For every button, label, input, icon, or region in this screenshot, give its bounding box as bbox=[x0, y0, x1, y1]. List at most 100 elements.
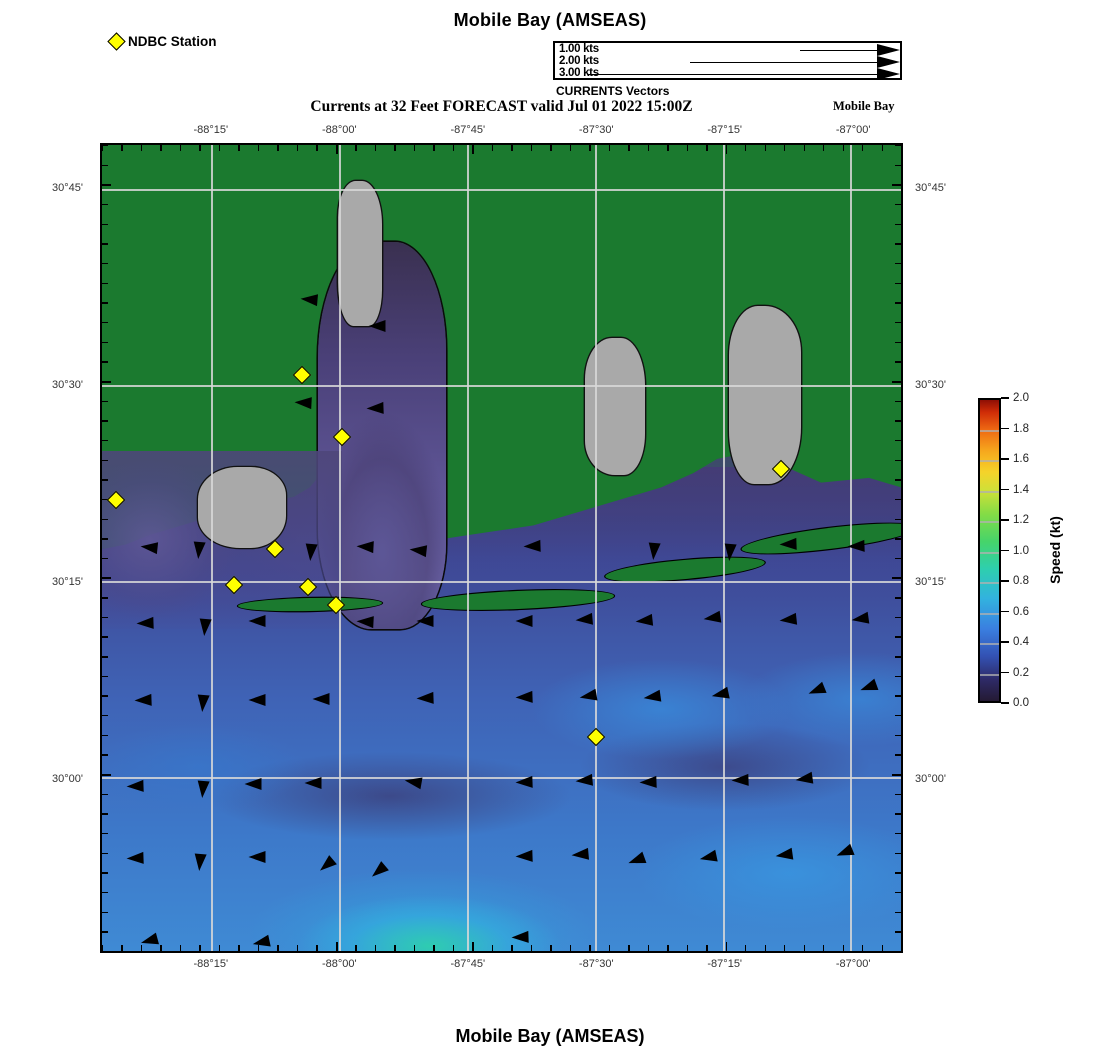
current-vector-arrow bbox=[303, 543, 318, 562]
x-axis-tick bbox=[433, 145, 435, 151]
colorbar-tick bbox=[1001, 427, 1009, 430]
x-axis-tick-label: -87°15' bbox=[707, 124, 743, 136]
colorbar-tick bbox=[1001, 549, 1009, 552]
pensacola-bay-masked-layer bbox=[729, 306, 802, 484]
y-axis-tick bbox=[102, 439, 108, 442]
yellow-diamond-icon bbox=[107, 32, 126, 51]
y-axis-tick bbox=[102, 518, 108, 520]
x-axis-tick bbox=[608, 145, 611, 151]
current-vector-arrow bbox=[571, 848, 590, 862]
y-axis-tick bbox=[895, 479, 901, 481]
x-axis-tick bbox=[901, 145, 902, 151]
current-vector-arrow bbox=[312, 692, 330, 705]
current-vector-arrow bbox=[850, 611, 870, 627]
x-axis-tick-label: -88°15' bbox=[193, 124, 229, 136]
ndbc-station-marker[interactable] bbox=[332, 427, 351, 446]
y-axis-tick bbox=[102, 793, 108, 796]
y-axis-tick bbox=[892, 380, 901, 383]
y-axis-tick bbox=[895, 145, 901, 147]
current-vector-arrow bbox=[731, 774, 749, 787]
ndbc-station-marker[interactable] bbox=[771, 459, 791, 479]
y-axis-tick bbox=[895, 459, 901, 461]
x-axis-tick bbox=[140, 945, 143, 951]
map-plot-area[interactable] bbox=[100, 143, 903, 953]
y-axis-tick bbox=[895, 538, 901, 540]
x-axis-tick bbox=[491, 945, 494, 951]
y-axis-tick bbox=[895, 695, 901, 697]
current-vector-arrow bbox=[299, 292, 318, 306]
x-axis-tick bbox=[667, 145, 669, 151]
y-axis-tick bbox=[895, 439, 901, 442]
current-vector-arrow bbox=[639, 775, 658, 789]
colorbar-tick-label: 1.4 bbox=[1013, 483, 1029, 496]
y-axis-tick bbox=[102, 754, 108, 756]
ndbc-station-marker[interactable] bbox=[266, 539, 285, 558]
gridline-vertical bbox=[211, 145, 214, 951]
colorbar-gradient bbox=[978, 398, 1001, 703]
colorbar-tick bbox=[1001, 397, 1009, 399]
ndbc-station-marker[interactable] bbox=[326, 596, 346, 615]
region-label: Mobile Bay bbox=[833, 99, 895, 113]
vector-scale-arrowhead bbox=[877, 68, 900, 80]
current-vector-arrow bbox=[193, 853, 208, 872]
y-axis-tick bbox=[895, 911, 901, 914]
x-axis-tick bbox=[862, 945, 864, 951]
vector-scale-arrowhead bbox=[877, 56, 900, 68]
y-axis-tick-label: 30°45' bbox=[915, 182, 946, 195]
y-axis-tick bbox=[895, 951, 901, 952]
current-vector-arrow bbox=[723, 543, 737, 562]
current-vector-arrow bbox=[635, 613, 654, 628]
colorbar-tick bbox=[1001, 671, 1009, 674]
current-vector-arrow bbox=[403, 774, 423, 790]
colorbar-tick-label: 0.0 bbox=[1013, 697, 1029, 709]
y-axis-tick bbox=[895, 223, 901, 226]
x-axis-tick bbox=[199, 945, 201, 951]
current-vector-arrow bbox=[806, 681, 827, 700]
current-vector-arrow bbox=[523, 540, 542, 553]
y-axis-tick bbox=[102, 321, 108, 324]
x-axis-tick bbox=[121, 145, 123, 151]
current-vector-arrow bbox=[515, 691, 534, 704]
ndbc-station-legend: NDBC Station bbox=[107, 32, 217, 51]
y-axis-tick-label: 30°30' bbox=[915, 379, 946, 392]
x-axis-tick bbox=[257, 145, 260, 151]
x-axis-tick bbox=[608, 945, 611, 951]
colorbar-tick-label: 0.4 bbox=[1013, 636, 1029, 648]
ndbc-station-marker[interactable] bbox=[292, 365, 311, 384]
current-vector-arrow bbox=[626, 851, 647, 869]
current-vector-arrow bbox=[136, 616, 154, 630]
x-axis-tick bbox=[784, 145, 786, 151]
speed-colorbar: 0.0 0.2 0.4 0.6 0.8 1.0 1.2 1.4 1.6 1.8 2.0 bbox=[978, 392, 1029, 709]
x-axis-tick bbox=[374, 145, 377, 151]
colorbar-tick-label: 2.0 bbox=[1013, 392, 1029, 404]
x-axis-tick bbox=[764, 945, 766, 951]
y-axis-tick bbox=[102, 420, 108, 422]
current-vector-arrow bbox=[415, 691, 434, 705]
colorbar-segment-divider bbox=[980, 490, 999, 493]
gridline-horizontal bbox=[102, 384, 901, 387]
current-vector-arrow bbox=[575, 612, 594, 627]
ndbc-station-legend-label: NDBC Station bbox=[128, 34, 217, 49]
y-axis-tick bbox=[102, 872, 108, 874]
gridline-horizontal bbox=[102, 580, 901, 583]
colorbar-tick bbox=[1001, 702, 1009, 704]
x-axis-tick bbox=[881, 945, 883, 951]
x-axis-tick bbox=[823, 945, 825, 951]
current-vector-arrow bbox=[575, 773, 594, 788]
y-axis-tick bbox=[102, 656, 108, 658]
current-vector-arrow bbox=[139, 540, 159, 555]
x-axis-tick bbox=[238, 145, 240, 151]
ndbc-station-marker[interactable] bbox=[586, 728, 605, 747]
colorbar-tick-label: 1.8 bbox=[1013, 422, 1029, 435]
gridline-horizontal bbox=[102, 776, 901, 779]
footer-title: Mobile Bay (AMSEAS) bbox=[455, 1026, 645, 1046]
current-vector-arrow bbox=[511, 931, 530, 944]
ndbc-station-marker[interactable] bbox=[107, 490, 126, 509]
forecast-subtitle: Currents at 32 Feet FORECAST valid Jul 0… bbox=[310, 98, 693, 115]
ndbc-station-marker[interactable] bbox=[224, 575, 244, 595]
x-axis-tick bbox=[862, 145, 864, 151]
vector-scale-legend: 1.00 kts 2.00 kts 3.00 kts bbox=[553, 41, 902, 80]
colorbar-segment-divider bbox=[980, 643, 999, 645]
x-axis-tick bbox=[355, 145, 357, 151]
y-axis-tick bbox=[102, 479, 108, 481]
